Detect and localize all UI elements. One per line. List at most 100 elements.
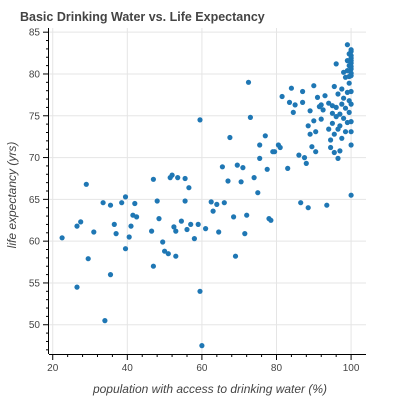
data-point [119,200,125,206]
data-point [182,198,188,204]
data-point [78,219,84,225]
data-point [288,85,294,91]
data-point [257,142,263,148]
data-point [59,235,65,241]
data-point [156,216,162,222]
y-tick-label: 75 [29,111,41,122]
data-point [348,192,354,198]
data-point [107,272,114,278]
data-point [160,239,166,245]
data-point [251,175,257,181]
data-point [300,99,306,105]
data-point [326,126,332,132]
data-point [128,223,134,229]
data-point [348,101,354,107]
data-point [257,155,263,161]
data-point [300,88,306,95]
x-tick-label: 20 [47,363,59,374]
data-point [247,114,253,120]
data-point [305,205,311,211]
data-point [150,263,156,269]
y-tick-label: 70 [29,153,41,164]
data-point [150,176,156,182]
data-point [307,131,313,137]
data-point [197,288,203,294]
data-point [178,218,184,224]
data-point [171,224,177,230]
data-point [298,200,304,206]
axes: 20 40 60 80 100 50 55 60 65 70 75 80 85 [29,28,366,374]
data-point [102,318,108,324]
data-point [191,236,197,242]
data-point [348,53,354,59]
data-point [126,234,132,240]
y-tick-label: 60 [29,237,41,248]
data-point [311,83,317,89]
data-point [107,202,114,208]
x-tick-label: 100 [343,363,360,374]
data-point [348,129,354,135]
data-point [296,152,302,158]
data-point [348,119,354,125]
data-point [285,165,291,171]
y-tick-label: 50 [29,320,41,331]
data-point [331,83,337,90]
data-point [348,73,354,79]
data-point [341,115,347,121]
data-point [344,58,350,64]
data-point [227,134,233,141]
data-point [122,246,129,252]
data-point [188,221,194,227]
data-point [238,179,244,185]
data-point [339,86,345,92]
data-point [346,80,352,86]
y-axis-label: life expectancy (yrs) [5,142,19,249]
data-point [74,223,80,229]
data-point [348,47,354,53]
data-point [313,149,319,155]
data-point [329,110,335,116]
data-point [335,91,341,97]
data-point [337,111,343,117]
data-point [286,99,293,105]
data-point [348,63,354,70]
data-point [182,175,188,182]
data-point [331,149,337,156]
data-point [91,229,97,235]
data-point [208,199,214,205]
data-point [318,116,324,122]
data-points [59,42,354,349]
data-point [301,155,308,161]
data-point [342,105,349,111]
data-point [268,217,274,223]
data-point [337,148,343,154]
data-point [277,144,283,151]
data-point [322,93,328,99]
data-point [195,221,201,227]
data-point [348,58,354,64]
data-point [337,123,343,129]
data-point [348,142,354,148]
data-point [216,229,222,235]
data-point [272,149,278,155]
data-point [292,102,298,108]
data-point [85,256,91,262]
data-point [210,208,216,214]
data-point [134,214,140,220]
data-point [348,88,354,95]
data-point [335,155,341,161]
data-point [264,166,270,172]
y-tick-label: 55 [29,278,41,289]
grid [49,28,366,354]
data-point [199,343,205,349]
x-tick-label: 40 [122,363,134,374]
data-point [318,102,324,108]
data-point [214,201,220,207]
data-point [242,231,248,237]
data-point [339,135,345,141]
data-point [307,108,313,114]
data-point [132,200,138,207]
data-point [328,137,334,143]
data-point [309,144,315,150]
